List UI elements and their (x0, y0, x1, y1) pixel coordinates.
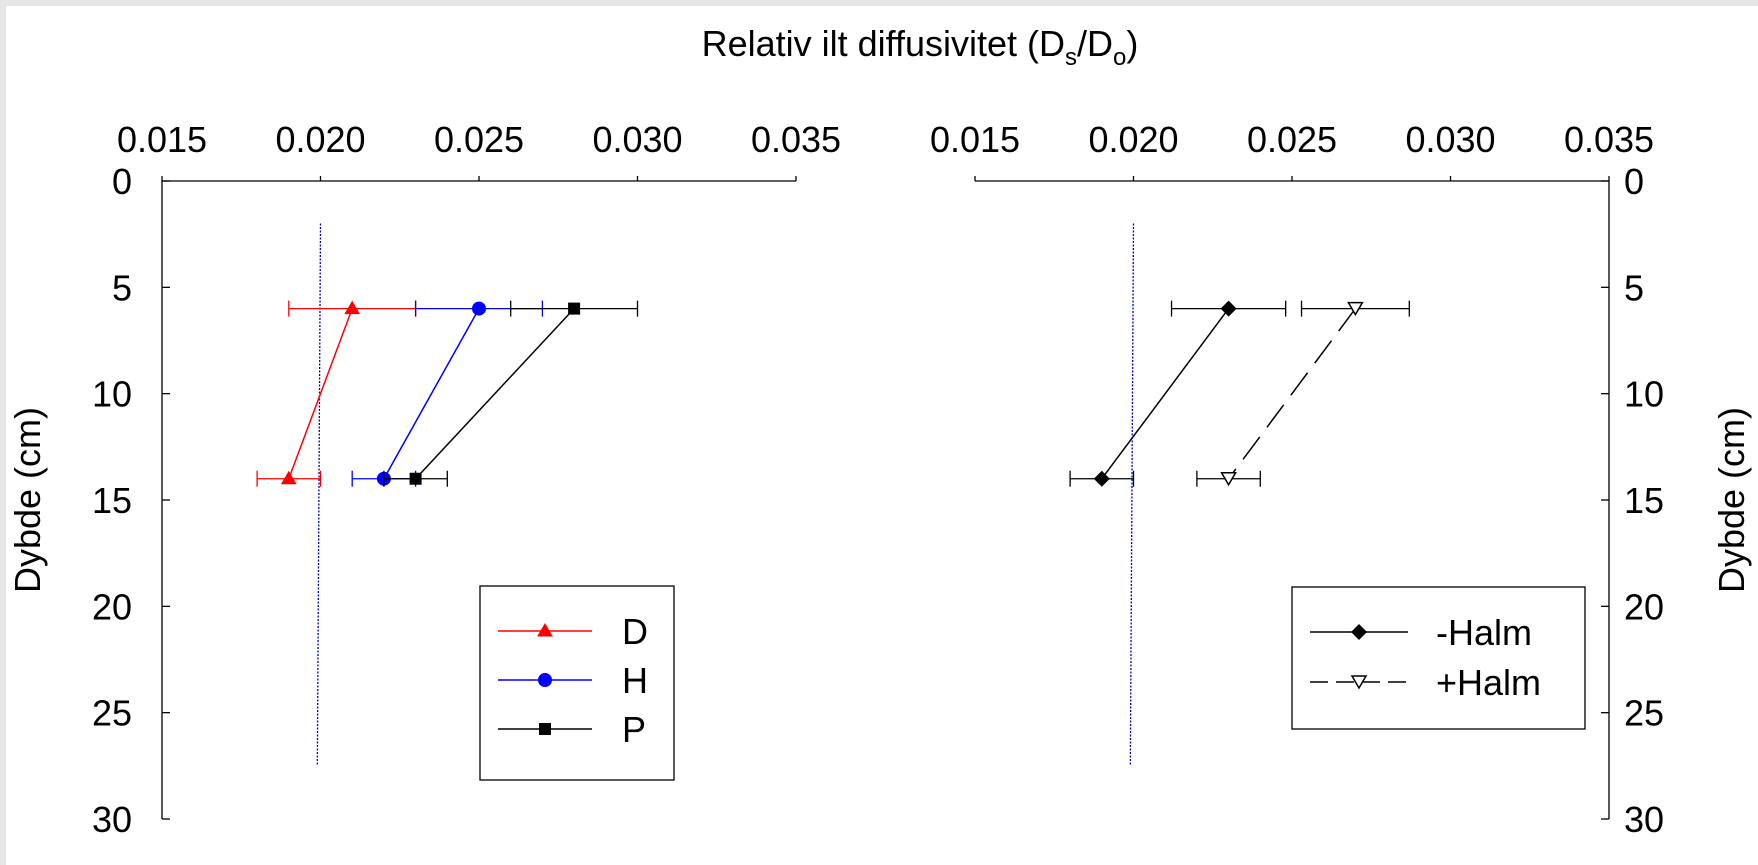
y-tick-label: 0 (1624, 161, 1644, 202)
legend-marker (537, 623, 553, 637)
series-line (288, 308, 353, 479)
chart-title-sub-o: o (1113, 44, 1126, 71)
legend: -Halm +Halm (1291, 586, 1586, 730)
x-tick-label: 0.020 (1088, 119, 1178, 160)
legend-item: +Halm (1310, 662, 1541, 703)
legend-label: H (622, 660, 648, 701)
y-tick-label: 15 (1624, 480, 1664, 521)
y-axis-label: Dybde (cm) (1711, 407, 1752, 593)
x-tick-label: 0.025 (1247, 119, 1337, 160)
legend-item: P (498, 709, 646, 750)
series-h (351, 300, 544, 487)
y-tick-label: 10 (1624, 374, 1664, 415)
y-tick-label: 15 (92, 480, 132, 521)
x-tick-label: 0.025 (434, 119, 524, 160)
y-tick-label: 25 (92, 693, 132, 734)
y-tick-label: 30 (92, 799, 132, 840)
legend-marker (1351, 624, 1367, 640)
data-point (1093, 470, 1110, 487)
legend-marker (539, 723, 551, 735)
chart-panel-1: 0.015 0.020 0.025 0.030 0.035 0 5 10 15 20 25 30 Dyb… (7, 119, 841, 840)
legend-marker (1350, 675, 1368, 690)
chart-title-mid: /D (1077, 23, 1113, 64)
legend-label: D (622, 611, 648, 652)
legend: DHP (479, 585, 675, 781)
chart-title: Relativ ilt diffusivitet (Ds/Do) (702, 23, 1139, 71)
series-halm (1069, 300, 1287, 487)
x-tick-label: 0.035 (1564, 119, 1654, 160)
chart-title-sub-s: s (1065, 44, 1077, 71)
reference-line (1129, 223, 1135, 766)
legend-item: H (498, 660, 648, 701)
y-tick-label: 20 (1624, 586, 1664, 627)
legend-label: +Halm (1436, 662, 1541, 703)
series-line (1101, 308, 1230, 480)
series-p (383, 300, 639, 487)
data-point (1220, 471, 1237, 487)
data-point (1347, 301, 1364, 317)
y-tick-label: 30 (1624, 799, 1664, 840)
y-axis-label: Dybde (cm) (7, 407, 48, 593)
y-tick-label: 0 (112, 161, 132, 202)
legend-box (1291, 586, 1586, 730)
y-tick-label: 10 (92, 374, 132, 415)
legend-marker (538, 673, 552, 687)
series-line (383, 308, 480, 480)
legend-box (479, 585, 675, 781)
data-point (568, 302, 581, 315)
data-point (1220, 300, 1237, 317)
legend-label: -Halm (1436, 612, 1532, 653)
data-point (280, 470, 297, 485)
data-point (409, 472, 422, 485)
x-tick-label: 0.015 (117, 119, 207, 160)
y-tick-label: 5 (112, 267, 132, 308)
chart-title-main: Relativ ilt diffusivitet (D (702, 23, 1065, 64)
legend-label: P (622, 709, 646, 750)
y-tick-label: 20 (92, 586, 132, 627)
x-tick-label: 0.035 (751, 119, 841, 160)
series-line (415, 308, 575, 480)
data-point (472, 301, 486, 316)
x-tick-label: 0.030 (592, 119, 682, 160)
x-tick-label: 0.030 (1405, 119, 1495, 160)
series-halm (1196, 300, 1410, 487)
series-line (1227, 308, 1357, 480)
y-tick-label: 25 (1624, 693, 1664, 734)
chart-title-end: ) (1126, 23, 1138, 64)
x-tick-label: 0.015 (930, 119, 1020, 160)
series-d (256, 300, 417, 487)
legend-item: -Halm (1310, 612, 1532, 653)
y-tick-label: 5 (1624, 267, 1644, 308)
x-tick-label: 0.020 (275, 119, 365, 160)
reference-line (316, 223, 322, 766)
legend-item: D (498, 611, 648, 652)
data-point (344, 300, 361, 315)
